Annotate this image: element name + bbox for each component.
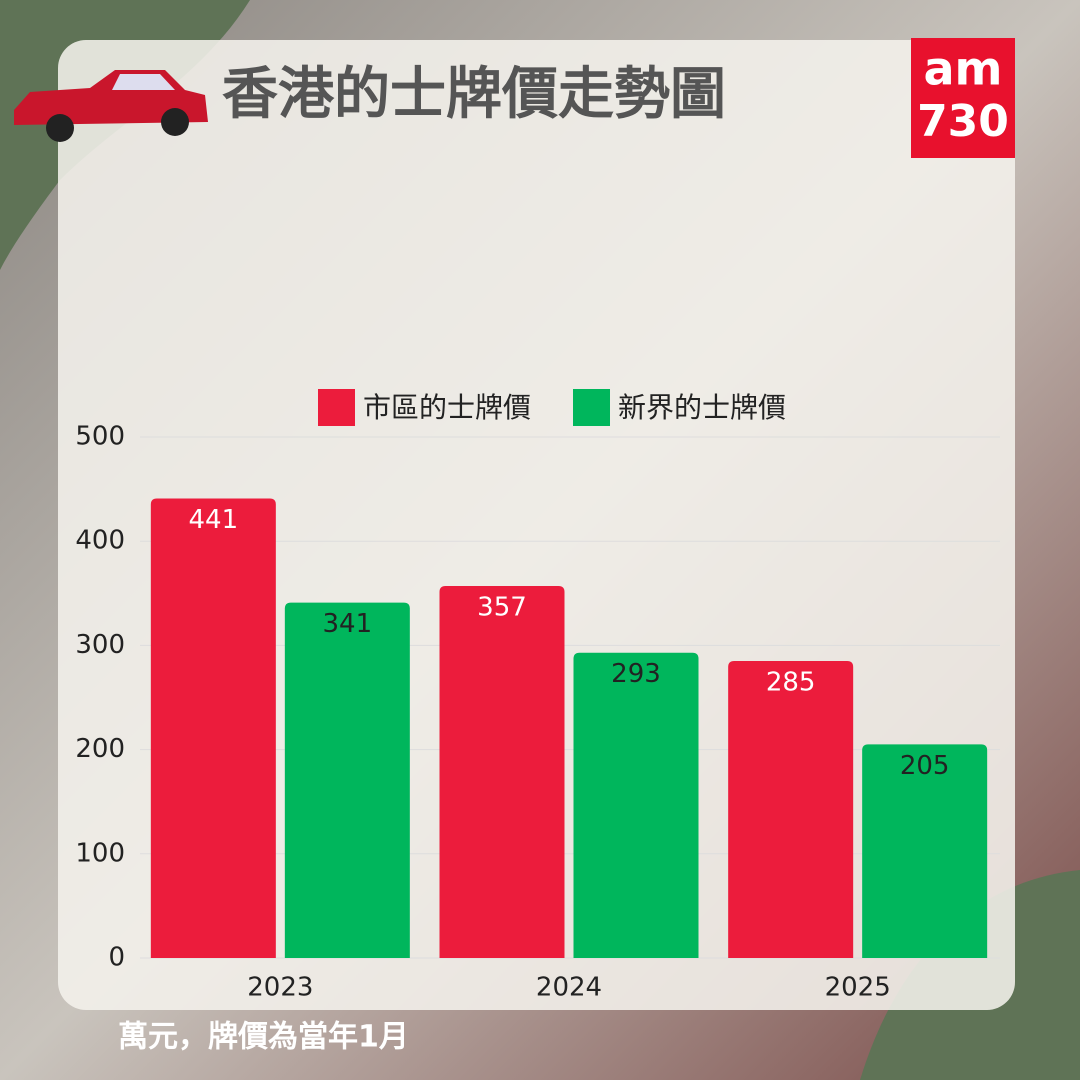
legend-swatch (573, 389, 610, 426)
taxi-icon (14, 70, 208, 142)
x-tick-label: 2025 (825, 973, 891, 1003)
y-tick-label: 200 (75, 734, 125, 764)
footnote: 萬元，牌價為當年1月 (118, 1020, 409, 1055)
logo (911, 38, 1015, 158)
value-label: 205 (900, 751, 950, 781)
value-label: 293 (611, 659, 661, 689)
legend-label: 新界的士牌價 (618, 391, 786, 424)
legend-swatch (318, 389, 355, 426)
value-label: 441 (189, 505, 239, 535)
bar (728, 661, 854, 958)
x-tick-label: 2024 (536, 973, 602, 1003)
y-tick-label: 300 (75, 630, 125, 660)
y-tick-label: 400 (75, 526, 125, 556)
logo-text: am (924, 42, 1003, 96)
bar (284, 602, 410, 958)
bar (150, 498, 276, 958)
logo-text: 730 (917, 96, 1009, 147)
plot: 0 100 200 300 400 500 市區的士牌價 新界的士牌價 2023 441 341 20… (75, 389, 1000, 1003)
y-tick-label: 500 (75, 422, 125, 452)
y-tick-label: 100 (75, 838, 125, 868)
y-tick-label: 0 (108, 943, 125, 973)
x-tick-label: 2023 (247, 973, 313, 1003)
bar (439, 586, 565, 958)
legend-label: 市區的士牌價 (363, 391, 531, 424)
bar (573, 652, 699, 958)
value-label: 285 (766, 668, 816, 698)
chart-title: 香港的士牌價走勢圖 (222, 62, 726, 127)
value-label: 341 (323, 609, 373, 639)
bar (862, 744, 988, 958)
value-label: 357 (477, 593, 527, 623)
